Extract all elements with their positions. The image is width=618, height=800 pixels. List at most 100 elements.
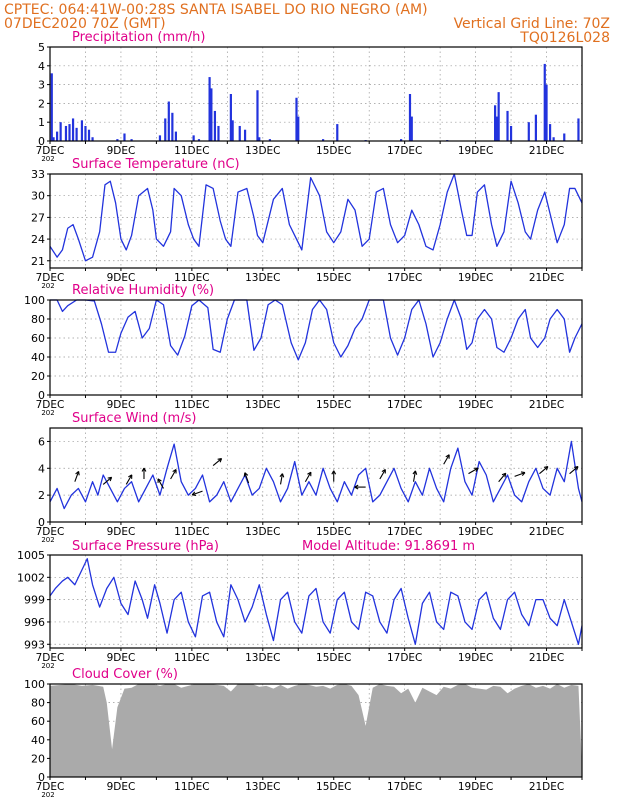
x-tick-label: 15DEC <box>316 145 351 157</box>
y-tick-label: 20 <box>31 752 45 765</box>
panel-frame <box>49 46 583 142</box>
x-tick-label: 19DEC <box>458 526 493 538</box>
precipitation-bar <box>130 139 133 141</box>
panel-frame <box>49 427 583 523</box>
wind-arrow <box>125 474 133 485</box>
x-tick-label: 19DEC <box>458 399 493 411</box>
y-tick-label: 999 <box>24 594 45 607</box>
x-tick-label: 21DEC <box>529 272 564 284</box>
precipitation-bar <box>268 139 271 141</box>
y-tick-label: 40 <box>31 734 45 747</box>
x-year-label: 202 <box>41 409 54 417</box>
temperature-title: Surface Temperature (nC) <box>72 157 240 172</box>
precipitation-bar <box>192 135 195 141</box>
precipitation-bar <box>91 137 94 141</box>
y-tick-label: 2 <box>38 97 45 110</box>
precipitation-bar <box>494 105 497 141</box>
y-tick-label: 100 <box>24 294 45 307</box>
precipitation-bar <box>171 112 174 141</box>
wind-arrow <box>102 476 113 485</box>
x-tick-label: 15DEC <box>316 526 351 538</box>
precipitation-bar <box>167 101 170 141</box>
x-tick-label: 17DEC <box>387 781 422 793</box>
x-tick-label: 11DEC <box>174 272 209 284</box>
precipitation-bar <box>336 124 339 141</box>
y-tick-label: 4 <box>38 60 45 73</box>
panel-frame <box>49 173 583 269</box>
precipitation-bar <box>563 133 566 141</box>
x-tick-label: 7DEC <box>36 652 65 664</box>
x-tick-label: 13DEC <box>245 526 280 538</box>
y-tick-label: 21 <box>31 255 45 268</box>
precipitation-bar <box>400 139 403 141</box>
x-tick-label: 11DEC <box>174 781 209 793</box>
precipitation-bar <box>68 124 71 141</box>
x-tick-label: 15DEC <box>316 272 351 284</box>
wind-arrow <box>331 470 337 482</box>
y-tick-label: 80 <box>31 697 45 710</box>
precipitation-bar <box>256 90 259 141</box>
precipitation-bar <box>87 129 91 141</box>
x-tick-label: 21DEC <box>529 652 564 664</box>
x-tick-label: 17DEC <box>387 145 422 157</box>
y-tick-label: 0 <box>38 516 45 529</box>
x-tick-label: 15DEC <box>316 399 351 411</box>
x-tick-label: 11DEC <box>174 145 209 157</box>
x-year-label: 202 <box>41 282 54 290</box>
cloud-cover-area <box>50 684 582 777</box>
wind-arrow <box>170 469 177 480</box>
precipitation-bar <box>197 139 201 141</box>
wind-arrow <box>498 472 507 483</box>
y-tick-label: 4 <box>38 462 45 475</box>
wind-arrow <box>141 467 147 480</box>
y-tick-label: 20 <box>31 370 45 383</box>
precipitation-bar <box>527 122 530 141</box>
wind-arrow <box>569 466 579 475</box>
pressure-line <box>49 558 583 645</box>
precipitation-bar <box>297 116 300 141</box>
x-tick-label: 17DEC <box>387 652 422 664</box>
precipitation-bar <box>80 120 84 141</box>
humidity-title: Relative Humidity (%) <box>72 283 214 298</box>
precipitation-bar <box>64 125 68 141</box>
x-tick-label: 11DEC <box>174 526 209 538</box>
x-year-label: 202 <box>41 155 54 163</box>
precipitation-bar <box>55 131 59 141</box>
precipitation-bar <box>217 125 220 141</box>
humidity-panel: 0 20 40 60 80 100 7DEC 9DEC 11DEC 13DEC 15DEC 17DEC… <box>24 283 583 417</box>
header-location: CPTEC: 064:41W-00:28S SANTA ISABEL DO RI… <box>4 2 428 18</box>
x-tick-label: 19DEC <box>458 272 493 284</box>
precipitation-title: Precipitation (mm/h) <box>72 30 205 45</box>
x-tick-label: 15DEC <box>316 781 351 793</box>
temperature-line <box>49 173 583 262</box>
y-tick-label: 80 <box>31 313 45 326</box>
y-tick-label: 1002 <box>17 571 45 584</box>
x-tick-label: 7DEC <box>36 145 65 157</box>
y-tick-label: 993 <box>24 638 45 651</box>
precipitation-bar <box>497 92 500 141</box>
panel-frame <box>49 554 583 649</box>
y-tick-label: 30 <box>31 190 45 203</box>
y-tick-label: 60 <box>31 332 45 345</box>
wind-arrow <box>212 457 223 467</box>
precipitation-bar <box>506 110 509 141</box>
x-tick-label: 13DEC <box>245 781 280 793</box>
wind-arrow <box>468 467 479 475</box>
precipitation-bar <box>552 137 555 141</box>
temperature-panel: 21 24 27 30 33 7DEC 9DEC 11DEC 13DEC 15DEC 17DEC 19… <box>31 157 583 290</box>
wind-panel: 0 2 4 6 7DEC 9DEC 11DEC 13DEC 15DEC 17DEC 19DEC 21D… <box>36 411 583 544</box>
precipitation-bar <box>116 139 119 141</box>
precipitation-bar <box>295 97 298 141</box>
y-tick-label: 60 <box>31 715 45 728</box>
y-tick-label: 33 <box>31 168 45 181</box>
precipitation-bar <box>577 118 580 141</box>
y-tick-label: 5 <box>38 41 45 54</box>
x-tick-label: 17DEC <box>387 526 422 538</box>
wind-arrow <box>243 472 250 484</box>
precipitation-panel: 0 1 2 3 4 5 7DEC 9DEC 11DEC 13DEC 15DEC 17DEC 19DEC 2… <box>36 30 583 163</box>
x-tick-label: 7DEC <box>36 526 65 538</box>
wind-arrow <box>443 454 450 465</box>
precipitation-bar <box>321 139 325 141</box>
wind-arrow <box>379 469 386 480</box>
